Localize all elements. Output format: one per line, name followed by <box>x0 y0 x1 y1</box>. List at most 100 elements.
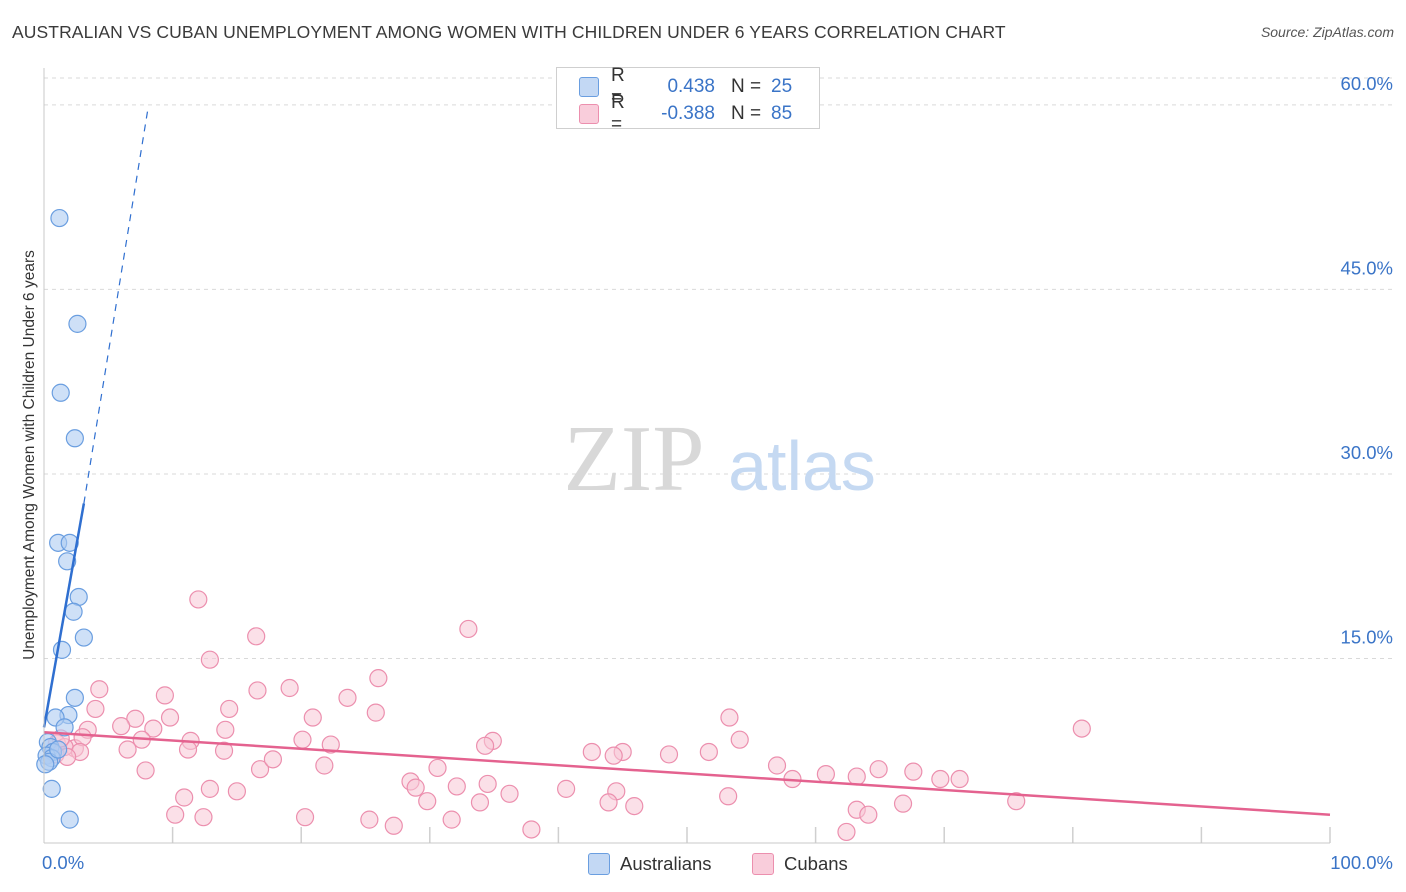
y-tick-label: 60.0% <box>1341 73 1393 94</box>
cuban-point <box>155 686 174 705</box>
legend-n-label: N = <box>731 76 762 97</box>
cuban-point <box>220 699 239 719</box>
cuban-point <box>321 735 340 754</box>
bottom-legend-cubans: Cubans <box>752 851 848 877</box>
cuban-point <box>73 728 92 747</box>
cuban-point <box>369 669 388 688</box>
trend-lines <box>42 107 1331 816</box>
australian-point <box>51 383 70 402</box>
legend-r-value: -0.388 <box>661 103 715 124</box>
australian-point <box>42 779 61 798</box>
cuban-point <box>522 820 541 839</box>
cuban-point <box>247 627 266 646</box>
cuban-point <box>418 792 437 811</box>
cuban-point <box>659 745 679 764</box>
legend-r-value: 0.438 <box>667 76 715 97</box>
cuban-point <box>406 778 425 797</box>
watermark-atlas: atlas <box>728 427 876 505</box>
cuban-point <box>1007 792 1026 811</box>
cuban-point <box>90 680 109 699</box>
cuban-point <box>126 709 145 728</box>
cuban-point <box>144 719 163 738</box>
cuban-point <box>248 681 267 700</box>
source-label: Source: ZipAtlas.com <box>1260 24 1394 40</box>
cuban-point <box>582 742 601 762</box>
cubans-points <box>46 590 1091 842</box>
cuban-point <box>557 779 576 798</box>
correlation-legend: R = 0.438 N = 25 R = -0.388 N = 85 <box>556 65 820 135</box>
cuban-point <box>214 741 234 760</box>
cuban-point <box>931 769 950 789</box>
australian-point <box>36 755 55 774</box>
cuban-point <box>816 765 835 784</box>
cuban-point <box>263 750 283 769</box>
australian-point <box>55 718 74 737</box>
legend-r-label: R = <box>611 65 625 108</box>
cuban-point <box>904 762 923 781</box>
cuban-point <box>720 708 739 727</box>
australian-point <box>64 602 83 621</box>
cuban-point <box>250 760 270 779</box>
cuban-point <box>447 777 466 796</box>
cuban-point <box>366 703 385 722</box>
cubans-trend-line <box>43 731 1331 816</box>
cuban-point <box>360 810 379 829</box>
cuban-point <box>837 822 856 842</box>
x-tick-label-min: 0.0% <box>42 852 85 873</box>
cuban-point <box>160 708 180 727</box>
australians-trend-line <box>42 503 86 728</box>
cuban-point <box>280 678 299 698</box>
cuban-point <box>293 730 312 749</box>
cuban-point <box>475 736 495 755</box>
australian-point <box>65 429 84 448</box>
watermark-zip: ZIP <box>564 407 705 511</box>
australian-point <box>49 740 68 759</box>
cuban-point <box>166 805 185 824</box>
y-tick-label: 45.0% <box>1341 257 1393 278</box>
cuban-point <box>470 793 490 812</box>
y-axis-tick-labels: 15.0% 30.0% 45.0% 60.0% <box>1341 73 1393 648</box>
cuban-point <box>869 760 888 779</box>
cuban-point <box>295 808 315 827</box>
australians-points <box>36 208 93 829</box>
australian-point <box>60 533 79 552</box>
cuban-point <box>699 742 718 762</box>
cuban-point <box>175 788 194 807</box>
cuban-point <box>599 793 618 812</box>
cuban-point <box>478 774 497 794</box>
cuban-point <box>767 756 787 775</box>
gridlines <box>44 77 1392 659</box>
y-tick-label: 30.0% <box>1341 442 1393 463</box>
legend-swatch-pink <box>579 104 599 124</box>
legend-r-label: R = <box>611 92 625 135</box>
cuban-point <box>719 787 738 806</box>
cuban-point <box>859 805 878 824</box>
cuban-point <box>200 650 219 669</box>
cubans-label: Cubans <box>784 853 848 874</box>
cuban-point <box>118 740 137 759</box>
cuban-point <box>315 756 334 775</box>
cuban-point <box>194 808 213 827</box>
cuban-point <box>136 761 155 780</box>
x-axis-ticks <box>171 827 1331 843</box>
legend-n-label: N = <box>731 103 762 124</box>
chart-title: AUSTRALIAN VS CUBAN UNEMPLOYMENT AMONG W… <box>12 22 1006 42</box>
cuban-point <box>847 767 866 786</box>
cuban-point <box>730 730 749 749</box>
cuban-point <box>227 782 246 801</box>
cuban-point <box>459 619 478 639</box>
australian-point <box>74 628 93 647</box>
y-tick-label: 15.0% <box>1341 626 1393 647</box>
australians-label: Australians <box>620 853 712 874</box>
cuban-point <box>178 740 198 759</box>
x-tick-label-max: 100.0% <box>1330 852 1393 873</box>
australian-point <box>65 688 84 707</box>
cuban-point <box>200 779 219 798</box>
cuban-point <box>112 717 131 736</box>
legend-n-value: 25 <box>771 76 793 97</box>
cuban-point <box>86 699 105 719</box>
cuban-point <box>893 794 913 813</box>
cuban-point <box>303 708 322 727</box>
bottom-legend-australians: Australians <box>588 851 712 877</box>
australian-point <box>50 208 69 228</box>
